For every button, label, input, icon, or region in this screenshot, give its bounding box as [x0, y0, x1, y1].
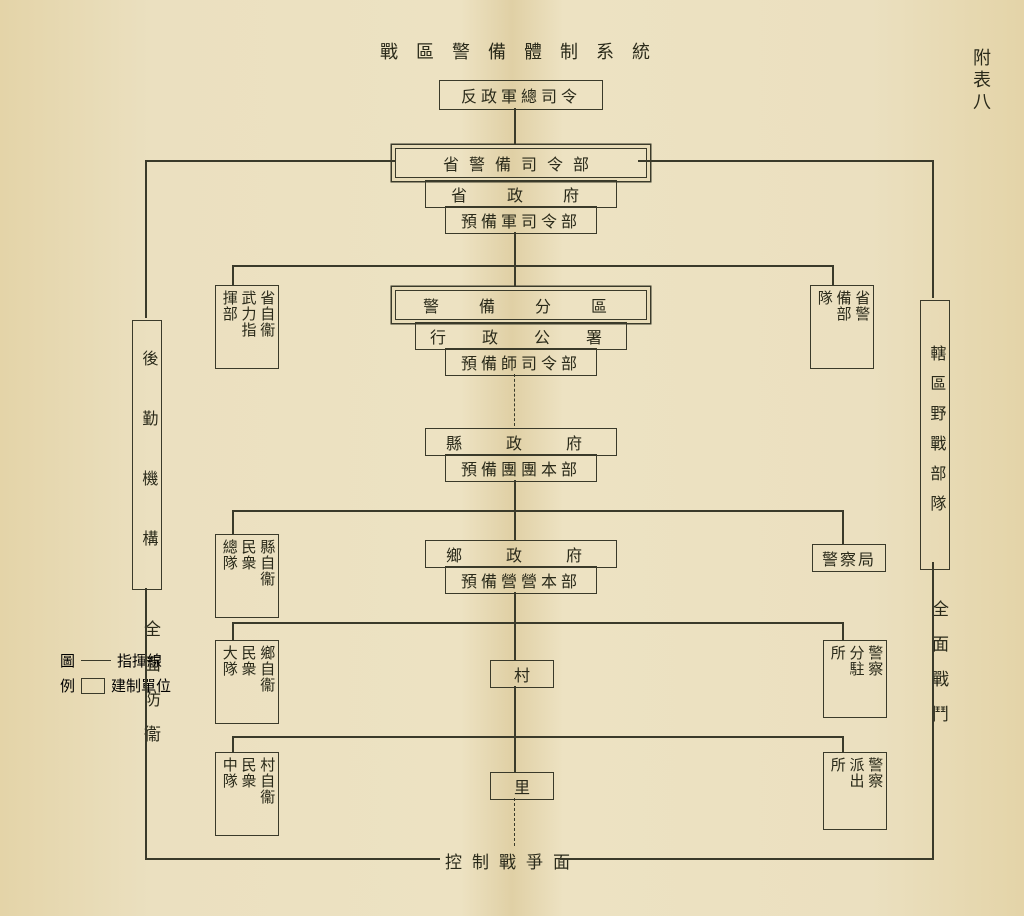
node-l3b: 行 政 公 署 — [415, 322, 627, 350]
connector — [232, 265, 834, 267]
chart-title: 戰區警備體制系統 — [380, 38, 668, 64]
legend-line-row: 圖 指揮線 — [60, 650, 171, 671]
node-l4a: 縣 政 府 — [425, 428, 617, 456]
connector — [842, 736, 844, 752]
right-side-label: 全面戰鬥 — [926, 600, 951, 740]
node-l5-right: 警察局 — [812, 544, 886, 572]
node-l7a: 里 — [490, 772, 554, 800]
connector — [514, 374, 517, 426]
connector — [514, 510, 516, 540]
connector — [514, 592, 516, 622]
connector — [232, 736, 844, 738]
connector — [145, 858, 440, 860]
connector — [514, 736, 516, 772]
connector — [932, 160, 934, 298]
connector — [145, 588, 147, 858]
node-l6a: 村 — [490, 660, 554, 688]
legend-line-label: 指揮線 — [117, 650, 162, 671]
node-l6-right: 所分駐警察 — [823, 640, 887, 718]
connector — [232, 265, 234, 285]
legend: 圖 指揮線 例 建制單位 — [60, 650, 171, 696]
node-l5-left: 總隊民衆縣自衞 — [215, 534, 279, 618]
legend-prefix-1: 圖 — [60, 650, 75, 671]
legend-line-icon — [81, 660, 111, 662]
node-l2c: 預備軍司令部 — [445, 206, 597, 234]
bottom-label: 控制戰爭面 — [445, 848, 580, 873]
connector — [232, 510, 234, 534]
legend-box-label: 建制單位 — [111, 675, 171, 696]
connector — [145, 160, 147, 318]
right-bar: 轄區野戰部隊 — [920, 300, 950, 570]
connector — [514, 108, 516, 145]
connector — [232, 736, 234, 752]
node-l2a: 省警備司令部 — [395, 148, 647, 178]
node-top: 反政軍總司令 — [439, 80, 603, 110]
connector — [232, 510, 844, 512]
connector — [232, 622, 234, 640]
connector — [514, 686, 516, 736]
node-l7-left: 中隊民衆村自衞 — [215, 752, 279, 836]
node-l4b: 預備團團本部 — [445, 454, 597, 482]
connector — [842, 622, 844, 640]
node-l6-left: 大隊民衆鄉自衞 — [215, 640, 279, 724]
connector — [832, 265, 834, 285]
connector — [560, 858, 934, 860]
appendix-label: 附表八 — [968, 48, 994, 114]
connector — [514, 265, 516, 287]
node-l3a: 警 備 分 區 — [395, 290, 647, 320]
node-l3c: 預備師司令部 — [445, 348, 597, 376]
node-l3-left: 揮部武力指省自衞 — [215, 285, 279, 369]
legend-box-icon — [81, 678, 105, 694]
node-l7-right: 所派出警察 — [823, 752, 887, 830]
connector — [232, 622, 844, 624]
connector — [638, 160, 934, 162]
connector — [514, 798, 517, 846]
legend-prefix-2: 例 — [60, 675, 75, 696]
connector — [145, 160, 395, 162]
node-l3-right: 隊備部省警 — [810, 285, 874, 369]
connector — [842, 510, 844, 544]
connector — [514, 480, 516, 510]
connector — [514, 622, 516, 660]
node-l5a: 鄉 政 府 — [425, 540, 617, 568]
node-l5b: 預備營營本部 — [445, 566, 597, 594]
legend-box-row: 例 建制單位 — [60, 675, 171, 696]
connector — [932, 562, 934, 858]
left-bar: 後 勤 機 構 — [132, 320, 162, 590]
node-l2b: 省 政 府 — [425, 180, 617, 208]
